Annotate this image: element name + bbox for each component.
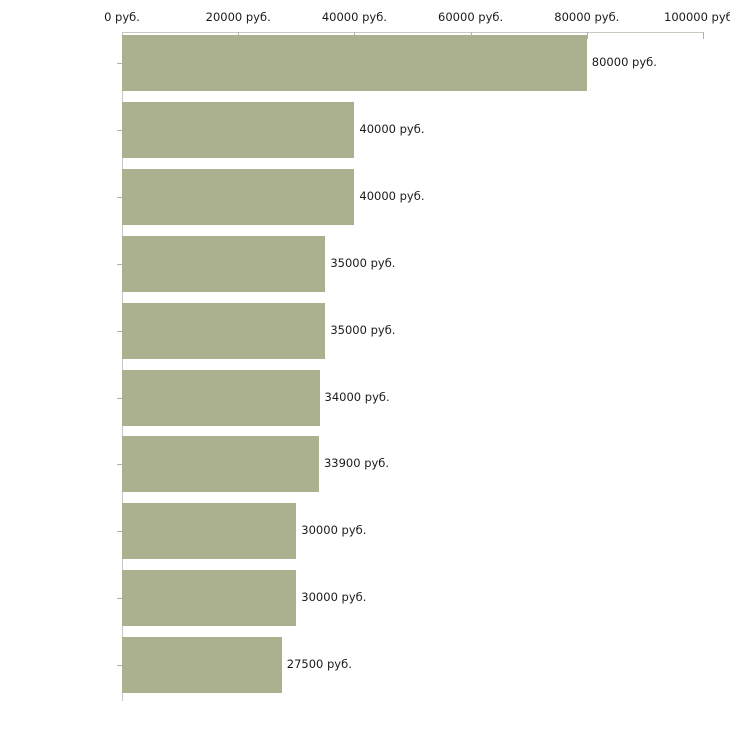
value-axis-tick-label: 60000 руб.	[438, 10, 504, 24]
category-axis-line	[122, 32, 123, 701]
value-axis-tick-label: 0 руб.	[104, 10, 140, 24]
bar-row: Челябинск35000 руб.	[117, 302, 703, 359]
value-axis-tick-label: 40000 руб.	[321, 10, 387, 24]
bar-row: Москва80000 руб.	[117, 35, 703, 91]
bar[interactable]	[122, 101, 355, 158]
bar-row: Екатеринбург40000 руб.	[117, 101, 703, 158]
value-axis-tick	[586, 32, 588, 39]
bar-row: Ростов-На-Дону35000 руб.	[117, 235, 703, 292]
category-axis-tick	[117, 196, 122, 198]
bar-row: Волгоград30000 руб.	[117, 570, 703, 627]
bar[interactable]	[122, 436, 319, 493]
bar-row: Самара30000 руб.	[117, 503, 703, 560]
bar-row: Новосибирск34000 руб.	[117, 369, 703, 426]
bar[interactable]	[122, 168, 355, 225]
category-axis-tick	[117, 129, 122, 131]
bar[interactable]	[122, 302, 326, 359]
value-axis-tick-label: 100000 руб	[664, 10, 730, 24]
category-axis-tick	[117, 665, 122, 667]
bar[interactable]	[122, 369, 320, 426]
category-axis-tick	[117, 598, 122, 600]
category-axis-tick	[117, 464, 122, 466]
bar-value-label: 35000 руб.	[330, 255, 396, 270]
value-axis-line	[122, 32, 703, 33]
bar-row: Красноярск27500 руб.	[117, 637, 703, 694]
category-axis-tick	[117, 531, 122, 533]
bar-value-label: 35000 руб.	[330, 322, 396, 337]
value-axis-tick-label: 80000 руб.	[554, 10, 620, 24]
bar-value-label: 27500 руб.	[286, 657, 352, 672]
bar-value-label: 34000 руб.	[324, 389, 390, 404]
bar-value-label: 40000 руб.	[359, 188, 425, 203]
value-axis-tick	[703, 32, 704, 39]
plot-area: Москва80000 руб. Екатеринбург40000 руб. Ни…	[117, 32, 703, 701]
bar[interactable]	[122, 570, 297, 627]
bar[interactable]	[122, 235, 326, 292]
bar[interactable]	[122, 503, 297, 560]
bar[interactable]	[122, 35, 587, 91]
category-axis-tick	[117, 63, 122, 64]
bar-row: Пермь33900 руб.	[117, 436, 703, 493]
category-axis-tick	[117, 397, 122, 399]
category-axis-tick	[117, 330, 122, 332]
category-axis-tick	[117, 263, 122, 265]
bar-value-label: 30000 руб.	[301, 523, 367, 538]
bar-value-label: 30000 руб.	[301, 590, 367, 605]
bar-value-label: 80000 руб.	[591, 55, 657, 69]
value-axis-tick-label: 20000 руб.	[205, 10, 271, 24]
bar-value-label: 33900 руб.	[323, 456, 390, 471]
bar-value-label: 40000 руб.	[359, 121, 425, 136]
bar[interactable]	[122, 637, 282, 694]
bar-row: Нижний Новгород40000 руб.	[117, 168, 703, 225]
